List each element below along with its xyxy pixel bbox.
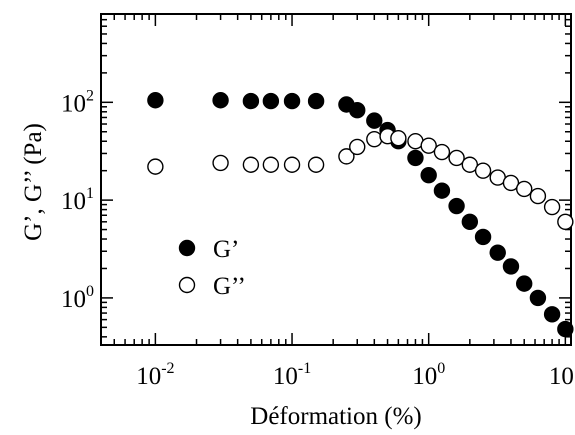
y-tick-label: 100 xyxy=(61,283,94,313)
g-double-prime-point xyxy=(543,198,561,216)
g-double-prime-point xyxy=(349,138,366,156)
y-tick-label: 101 xyxy=(61,185,94,215)
g-double-prime-point xyxy=(242,156,260,173)
g-prime-point xyxy=(461,213,479,231)
legend-marker-g-double-prime xyxy=(178,276,196,294)
g-double-prime-point xyxy=(557,213,574,231)
x-axis-label: Déformation (%) xyxy=(250,403,421,430)
g-double-prime-point xyxy=(516,180,533,198)
g-prime-point xyxy=(349,102,366,119)
g-double-prime-point xyxy=(262,156,280,173)
g-double-prime-point xyxy=(283,156,301,173)
g-double-prime-point xyxy=(338,148,355,165)
g-double-prime-point xyxy=(420,137,437,154)
g-prime-point xyxy=(420,166,437,184)
legend: G’ G’’ xyxy=(178,236,246,300)
g-double-prime-point xyxy=(307,156,325,173)
g-prime-point xyxy=(366,112,383,129)
x-tick-label: 101 xyxy=(549,360,575,390)
g-double-prime-point xyxy=(212,154,229,172)
g-double-prime-point xyxy=(474,162,492,179)
g-double-prime-point xyxy=(147,158,164,175)
g-prime-point xyxy=(557,320,574,338)
g-double-prime-point xyxy=(390,129,407,147)
legend-label-g-double-prime: G’’ xyxy=(213,273,246,300)
g-double-prime-point xyxy=(433,143,451,161)
g-prime-point xyxy=(474,228,492,246)
g-prime-point xyxy=(516,275,533,292)
g-prime-point xyxy=(489,244,506,261)
g-prime-point xyxy=(212,92,229,109)
g-prime-point xyxy=(242,92,260,110)
g-double-prime-point xyxy=(366,130,383,148)
g-prime-point xyxy=(433,182,451,199)
g-prime-point xyxy=(502,258,520,275)
g-double-prime-point xyxy=(502,174,520,192)
g-double-prime-point xyxy=(448,149,465,167)
g-prime-point xyxy=(543,306,561,323)
g-prime-point xyxy=(407,149,424,167)
g-prime-point xyxy=(448,197,465,215)
axis-ticks xyxy=(100,13,571,345)
plot-frame xyxy=(100,13,572,346)
x-tick-label: 100 xyxy=(412,360,445,390)
g-prime-point xyxy=(529,289,547,307)
y-tick-label: 102 xyxy=(61,87,94,117)
g-prime-point xyxy=(283,92,301,110)
x-tick-label: 10-2 xyxy=(136,360,174,390)
g-double-prime-point xyxy=(461,156,479,173)
data-points xyxy=(147,92,574,338)
x-tick-label: 10-1 xyxy=(273,360,311,390)
legend-label-g-prime: G’ xyxy=(213,236,239,263)
g-prime-point xyxy=(307,92,325,110)
g-double-prime-point xyxy=(529,187,547,205)
y-axis-label: G’, G’’ (Pa) xyxy=(20,123,47,241)
g-prime-point xyxy=(147,92,164,109)
g-prime-point xyxy=(262,92,280,110)
legend-marker-g-prime xyxy=(178,239,196,257)
